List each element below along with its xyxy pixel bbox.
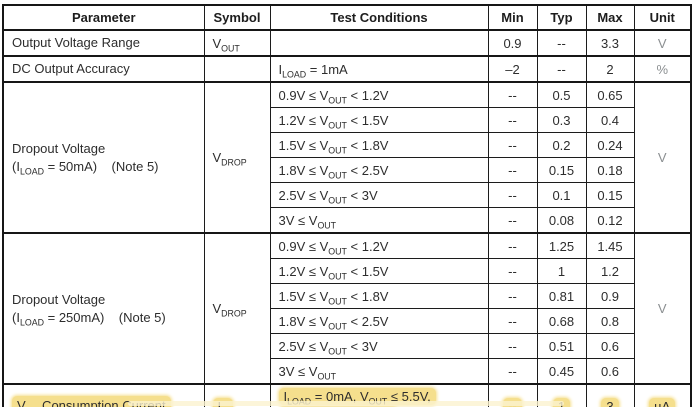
typ-cell: 1	[536, 258, 587, 284]
unit-cell: %	[633, 55, 692, 83]
column-header-test-conditions: Test Conditions	[269, 4, 489, 31]
condition-cell: 1.5V ≤ VOUT < 1.8V	[269, 283, 489, 309]
max-cell: 0.24	[585, 132, 635, 158]
typ-cell: 0.81	[536, 283, 587, 309]
table-header: Parameter Symbol Test Conditions Min Typ Max U…	[2, 4, 692, 31]
table-row: DC Output Accuracy ILOAD = 1mA –2 -- 2%	[2, 55, 692, 83]
table-row: 1.8V ≤ VOUT < 2.5V -- 0.15 0.18	[3, 157, 691, 183]
unit-cell: V	[633, 232, 692, 385]
condition-cell: 1.8V ≤ VOUT < 2.5V	[269, 308, 489, 334]
min-cell: --	[487, 157, 538, 183]
condition-cell	[269, 29, 489, 57]
typ-cell: 0.1	[536, 182, 587, 208]
min-cell: --	[487, 107, 538, 133]
condition-cell: 2.5V ≤ VOUT < 3V	[269, 182, 489, 208]
min-cell: --	[487, 283, 538, 309]
condition-cell: 1.2V ≤ VOUT < 1.5V	[269, 258, 489, 284]
max-cell: 0.9	[585, 283, 635, 309]
table-row: 1.2V ≤ VOUT < 1.5V -- 0.3 0.4	[3, 107, 691, 133]
typ-cell: --	[536, 55, 587, 83]
max-cell: 1.45	[585, 232, 635, 259]
column-header-symbol: Symbol	[203, 4, 271, 31]
column-header-parameter: Parameter	[2, 4, 205, 31]
typ-cell: 0.2	[536, 132, 587, 158]
min-cell: --	[487, 132, 538, 158]
parameter-cell: Dropout Voltage (ILOAD = 250mA) (Note 5)	[2, 232, 205, 385]
column-header-unit: Unit	[633, 4, 692, 31]
unit-cell: V	[633, 81, 692, 234]
parameter-cell: DC Output Accuracy	[2, 55, 205, 83]
max-cell: 0.18	[585, 157, 635, 183]
min-cell: --	[487, 358, 538, 385]
typ-cell: 0.3	[536, 107, 587, 133]
min-cell: --	[487, 333, 538, 359]
symbol-cell	[203, 55, 271, 83]
max-cell: 1.2	[585, 258, 635, 284]
max-cell: 0.8	[585, 308, 635, 334]
table-row: Output Voltage Range VOUT 0.9 -- 3.3 V	[2, 29, 692, 57]
table-body: Output Voltage Range VOUT 0.9 -- 3.3 V DC Outp…	[2, 29, 692, 407]
unit-cell: µA	[633, 383, 692, 407]
unit-cell: V	[633, 29, 692, 57]
max-cell: 0.6	[585, 358, 635, 385]
table-row: 1.5V ≤ VOUT < 1.8V -- 0.2 0.24	[3, 132, 691, 158]
min-cell: --	[487, 207, 538, 234]
symbol-cell: VDROP	[203, 232, 271, 385]
table-row: 2.5V ≤ VOUT < 3V -- 0.1 0.15	[3, 182, 691, 208]
column-header-max: Max	[585, 4, 635, 31]
typ-cell: 0.5	[536, 81, 587, 108]
typ-cell: 0.45	[536, 358, 587, 385]
symbol-cell: VOUT	[203, 29, 271, 57]
condition-cell: ILOAD = 1mA	[269, 55, 489, 83]
typ-cell: 0.68	[536, 308, 587, 334]
min-cell: 0.9	[487, 29, 538, 57]
max-cell: 0.6	[585, 333, 635, 359]
max-cell: 0.4	[585, 107, 635, 133]
typ-cell: 0.51	[536, 333, 587, 359]
condition-cell: 1.5V ≤ VOUT < 1.8V	[269, 132, 489, 158]
column-header-min: Min	[487, 4, 538, 31]
symbol-cell: VDROP	[203, 81, 271, 234]
condition-cell: 3V ≤ VOUT	[269, 207, 489, 234]
min-cell: --	[487, 182, 538, 208]
condition-cell: 2.5V ≤ VOUT < 3V	[269, 333, 489, 359]
table-row: 2.5V ≤ VOUT < 3V -- 0.51 0.6	[3, 333, 691, 359]
max-cell: 2	[585, 55, 635, 83]
table-row: 1.2V ≤ VOUT < 1.5V -- 1 1.2	[3, 258, 691, 284]
condition-cell: 0.9V ≤ VOUT < 1.2V	[269, 232, 489, 259]
min-cell: --	[487, 258, 538, 284]
max-cell: 3.3	[585, 29, 635, 57]
table-header-row: Parameter Symbol Test Conditions Min Typ Max U…	[2, 4, 692, 31]
typ-cell: 1.25	[536, 232, 587, 259]
table-row: 3V ≤ VOUT -- 0.08 0.12	[3, 207, 691, 234]
typ-cell: --	[536, 29, 587, 57]
max-cell: 0.12	[585, 207, 635, 234]
condition-cell: 3V ≤ VOUT	[269, 358, 489, 385]
min-cell: --	[487, 308, 538, 334]
condition-cell: 0.9V ≤ VOUT < 1.2V	[269, 81, 489, 108]
electrical-characteristics-table: Parameter Symbol Test Conditions Min Typ Max U…	[2, 4, 692, 407]
highlight-remnant	[128, 401, 564, 406]
max-cell: 0.15	[585, 182, 635, 208]
table-row: 3V ≤ VOUT -- 0.45 0.6	[3, 358, 691, 385]
max-cell: 3	[585, 383, 635, 407]
table-row: 1.5V ≤ VOUT < 1.8V -- 0.81 0.9	[3, 283, 691, 309]
max-cell: 0.65	[585, 81, 635, 108]
table-row: Dropout Voltage (ILOAD = 50mA) (Note 5) VD…	[2, 81, 692, 234]
min-cell: –2	[487, 55, 538, 83]
condition-cell: 1.2V ≤ VOUT < 1.5V	[269, 107, 489, 133]
min-cell: --	[487, 232, 538, 259]
parameter-cell: Output Voltage Range	[2, 29, 205, 57]
typ-cell: 0.08	[536, 207, 587, 234]
table-row: 1.8V ≤ VOUT < 2.5V -- 0.68 0.8	[3, 308, 691, 334]
min-cell: --	[487, 81, 538, 108]
condition-cell: 1.8V ≤ VOUT < 2.5V	[269, 157, 489, 183]
parameter-cell: Dropout Voltage (ILOAD = 50mA) (Note 5)	[2, 81, 205, 234]
table-row: Dropout Voltage (ILOAD = 250mA) (Note 5) V…	[2, 232, 692, 385]
typ-cell: 0.15	[536, 157, 587, 183]
column-header-typ: Typ	[536, 4, 587, 31]
